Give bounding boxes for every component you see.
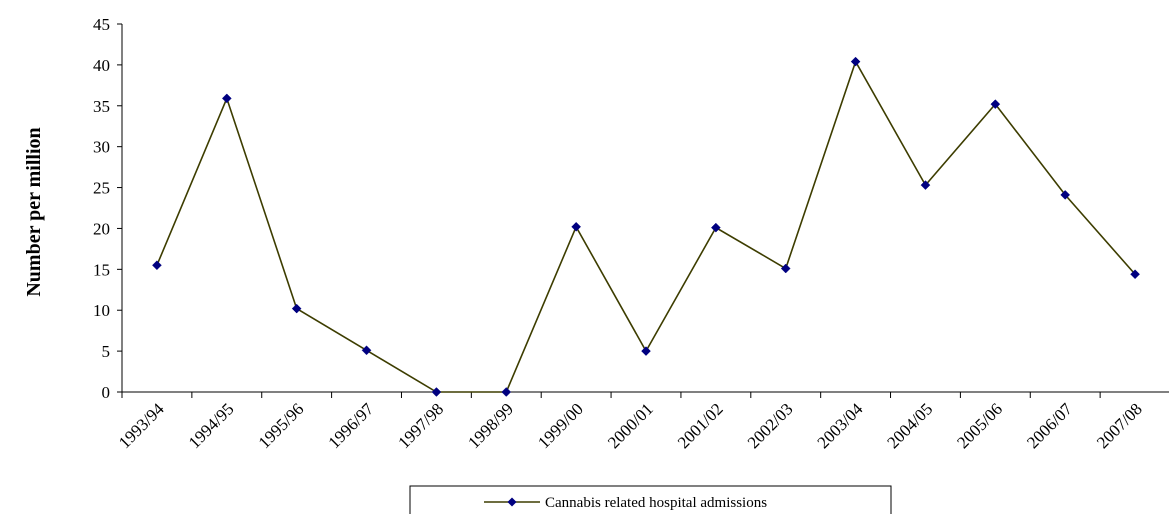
- x-tick-label: 1995/96: [255, 399, 308, 452]
- x-tick-label: 2006/07: [1023, 399, 1076, 452]
- data-point-marker: [1060, 190, 1071, 200]
- x-tick-label: 1993/94: [115, 399, 168, 452]
- y-tick-label: 40: [93, 56, 110, 75]
- legend-entry-label: Cannabis related hospital admissions: [545, 495, 767, 511]
- data-point-marker: [990, 99, 1001, 109]
- x-tick-label: 1997/98: [394, 399, 447, 452]
- y-tick-label: 35: [93, 97, 110, 116]
- series-line: [156, 59, 1136, 393]
- x-tick-label: 2003/04: [814, 399, 867, 452]
- x-tick-label: 2002/03: [744, 399, 797, 452]
- data-point-marker: [780, 263, 791, 274]
- data-point-marker: [920, 180, 931, 190]
- legend-box: [409, 485, 892, 514]
- y-tick-label: 10: [93, 301, 110, 320]
- data-point-marker: [501, 387, 512, 397]
- y-tick-label: 15: [93, 260, 110, 279]
- y-tick-label: 25: [93, 179, 110, 198]
- data-point-marker: [571, 221, 581, 232]
- x-tick-label: 1998/99: [464, 399, 517, 452]
- data-point-marker: [641, 346, 651, 356]
- x-tick-label: 2001/02: [674, 399, 727, 452]
- y-tick-label: 20: [93, 219, 110, 238]
- y-axis: 0 5 10 15 20 25 30 35 40 45: [93, 15, 123, 402]
- x-tick-label: 1996/97: [325, 399, 378, 452]
- x-tick-label: 1999/00: [534, 399, 587, 452]
- series-layer: [152, 56, 1140, 397]
- y-tick-label: 5: [102, 342, 111, 361]
- data-point-marker: [152, 260, 162, 271]
- x-tick-label: 2004/05: [883, 399, 936, 452]
- data-point-marker: [711, 222, 721, 233]
- x-tick-label: 2000/01: [604, 399, 657, 452]
- legend: Cannabis related hospital admissions: [409, 485, 892, 514]
- x-tick-label: 2005/06: [953, 399, 1006, 452]
- y-tick-label: 0: [102, 383, 111, 402]
- y-axis-label: Number per million: [23, 127, 45, 296]
- data-point-marker: [361, 345, 372, 356]
- data-point-marker: [850, 56, 861, 67]
- x-tick-label: 1994/95: [185, 399, 238, 452]
- data-point-marker: [1130, 269, 1140, 280]
- x-axis: 1993/94 1994/95 1995/96 1996/97 1997/98 1998/…: [115, 391, 1169, 452]
- y-tick-label: 45: [93, 15, 110, 34]
- data-point-marker: [221, 93, 232, 104]
- legend-marker: [507, 497, 517, 507]
- x-tick-label: 2007/08: [1093, 399, 1146, 452]
- y-tick-label: 30: [93, 138, 110, 157]
- data-point-marker: [431, 387, 442, 397]
- data-point-marker: [291, 303, 302, 314]
